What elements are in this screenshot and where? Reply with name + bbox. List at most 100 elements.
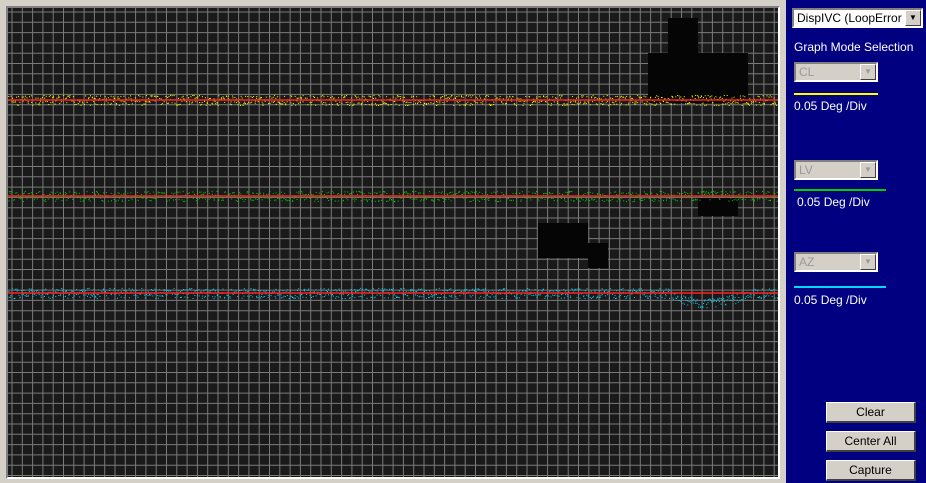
trace-point [381, 288, 383, 290]
trace-point [58, 198, 60, 200]
trace-point [333, 97, 335, 99]
trace-point [176, 104, 178, 106]
trace-point [549, 192, 551, 194]
trace-point [326, 192, 328, 194]
trace-point [376, 193, 378, 195]
trace-point [52, 95, 54, 97]
trace-point [476, 96, 478, 98]
trace-point [723, 94, 725, 96]
trace-point [210, 290, 212, 292]
trace-point [23, 293, 25, 295]
trace-point [752, 100, 754, 102]
trace-point [598, 297, 600, 299]
trace-point [544, 96, 546, 98]
trace-point [49, 95, 51, 97]
trace-point [18, 96, 20, 98]
trace-point [52, 288, 54, 290]
trace-point [375, 289, 377, 291]
trace-point [754, 288, 756, 290]
channel-select-lv[interactable]: LV ▼ [794, 160, 878, 180]
trace-point [8, 96, 10, 98]
trace-point [318, 192, 320, 194]
trace-point [405, 102, 407, 104]
trace-point [501, 192, 503, 194]
trace-point [35, 294, 37, 296]
trace-point [451, 194, 453, 196]
trace-point [592, 295, 594, 297]
trace-point [487, 198, 489, 200]
trace-point [87, 288, 89, 290]
trace-point [202, 295, 204, 297]
trace-point [611, 97, 613, 99]
trace-point [75, 191, 77, 193]
trace-point [425, 298, 427, 300]
trace-point [573, 104, 575, 106]
trace-point [601, 199, 603, 201]
trace-point [32, 193, 34, 195]
chevron-down-icon[interactable]: ▼ [860, 254, 876, 270]
capture-button[interactable]: Capture [826, 460, 916, 481]
trace-point [188, 293, 190, 295]
trace-point [118, 294, 120, 296]
trace-point [546, 96, 548, 98]
trace-point [403, 287, 405, 289]
channel-color-cl [794, 93, 878, 95]
trace-point [703, 190, 705, 192]
trace-point [536, 295, 538, 297]
trace-point [752, 101, 754, 103]
clear-button[interactable]: Clear [826, 402, 916, 423]
trace-point [480, 295, 482, 297]
trace-point [165, 194, 167, 196]
trace-point [184, 200, 186, 202]
trace-point [243, 102, 245, 104]
trace-point [232, 192, 234, 194]
trace-point [594, 199, 596, 201]
trace-point [99, 194, 101, 196]
trace-point [658, 98, 660, 100]
trace-point [717, 192, 719, 194]
channel-scale-lv: 0.05 Deg /Div [797, 195, 870, 209]
trace-point [467, 192, 469, 194]
channel-select-cl[interactable]: CL ▼ [794, 62, 878, 82]
trace-point [11, 100, 13, 102]
center-all-button[interactable]: Center All [826, 431, 916, 452]
trace-point [670, 103, 672, 105]
trace-point [539, 96, 541, 98]
trace-point [512, 193, 514, 195]
trace-point [86, 191, 88, 193]
trace-point [369, 196, 371, 198]
trace-point [272, 96, 274, 98]
trace-point [502, 98, 504, 100]
trace-point [194, 97, 196, 99]
trace-point [294, 294, 296, 296]
trace-point [486, 94, 488, 96]
trace-point [523, 102, 525, 104]
trace-point [591, 97, 593, 99]
chevron-down-icon[interactable]: ▼ [860, 162, 876, 178]
trace-point [635, 103, 637, 105]
trace-point [708, 193, 710, 195]
channel-select-az[interactable]: AZ ▼ [794, 252, 878, 272]
trace-point [72, 96, 74, 98]
trace-point [113, 98, 115, 100]
trace-point [559, 196, 561, 198]
trace-point [646, 193, 648, 195]
trace-point [460, 194, 462, 196]
trace-point [10, 190, 12, 192]
display-mode-select[interactable]: DispIVC (LoopError ▼ [792, 8, 923, 28]
trace-point [717, 298, 719, 300]
trace-point [351, 291, 353, 293]
chevron-down-icon[interactable]: ▼ [905, 10, 921, 26]
trace-point [706, 97, 708, 99]
trace-point [82, 102, 84, 104]
trace-point [456, 101, 458, 103]
trace-point [237, 104, 239, 106]
trace-point [273, 199, 275, 201]
trace-point [440, 192, 442, 194]
trace-point [365, 104, 367, 106]
chevron-down-icon[interactable]: ▼ [860, 64, 876, 80]
trace-point [645, 103, 647, 105]
trace-point [204, 191, 206, 193]
trace-point [653, 201, 655, 203]
trace-point [556, 199, 558, 201]
